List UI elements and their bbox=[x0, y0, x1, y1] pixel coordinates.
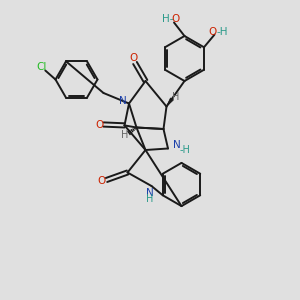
Text: O: O bbox=[209, 27, 217, 37]
Text: H: H bbox=[122, 130, 129, 140]
Text: O: O bbox=[129, 53, 138, 64]
Text: H: H bbox=[146, 194, 154, 205]
Text: -H: -H bbox=[179, 145, 190, 155]
Text: H: H bbox=[172, 92, 180, 103]
Text: O: O bbox=[171, 14, 179, 25]
Text: N: N bbox=[172, 140, 180, 150]
Text: N: N bbox=[118, 95, 126, 106]
Text: -H: -H bbox=[216, 27, 228, 37]
Text: O: O bbox=[95, 119, 103, 130]
Text: N: N bbox=[146, 188, 154, 198]
Text: H-: H- bbox=[162, 14, 173, 25]
Polygon shape bbox=[167, 98, 173, 106]
Text: O: O bbox=[98, 176, 106, 187]
Text: Cl: Cl bbox=[36, 61, 46, 72]
